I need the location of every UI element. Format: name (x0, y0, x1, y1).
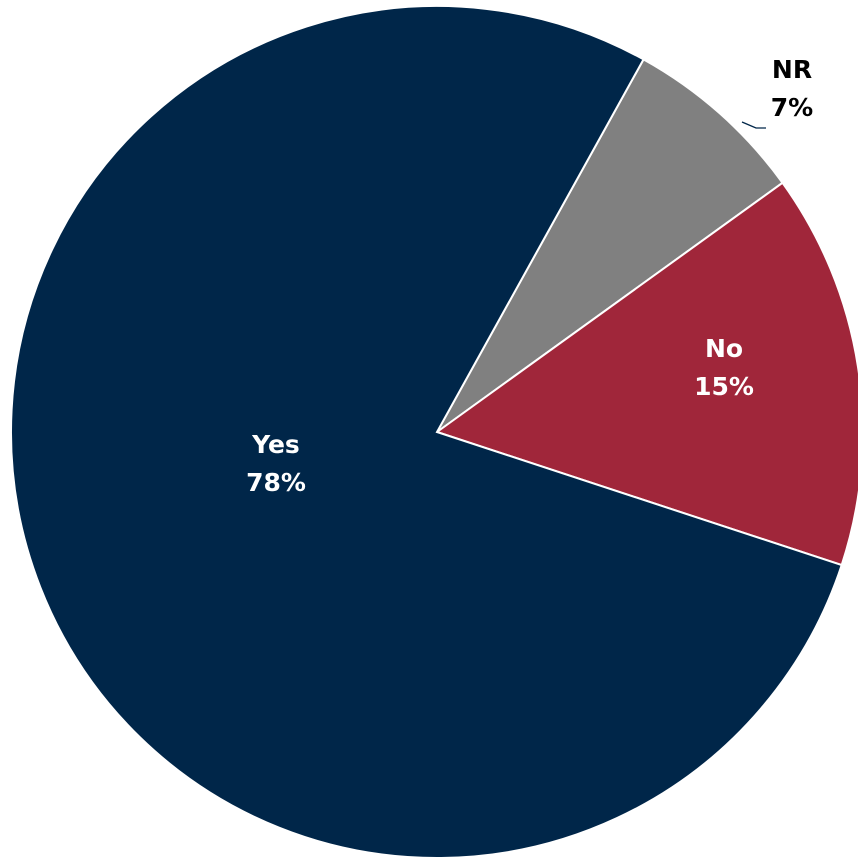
slice-label-nr: NR (772, 55, 812, 84)
pie-slice-yes (10, 5, 843, 859)
slice-value-label-yes: 78% (246, 468, 306, 497)
pie-slice-nr (436, 58, 784, 433)
slice-value-label-nr: 7% (771, 93, 813, 122)
leader-line-nr (741, 121, 766, 129)
slice-value-label-no: 15% (694, 372, 754, 401)
slice-label-no: No (705, 334, 743, 363)
slice-label-yes: Yes (251, 430, 300, 459)
